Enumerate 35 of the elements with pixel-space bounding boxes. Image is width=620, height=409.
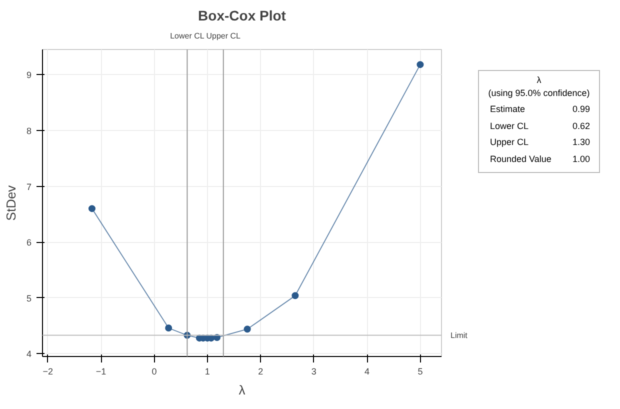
y-tick-label: 5 [26, 293, 32, 304]
text: Estimate [489, 102, 526, 116]
text: (using 95.0% confidence) [487, 86, 591, 100]
x-tick-label: −1 [96, 366, 106, 376]
x-tick-label: 4 [364, 366, 370, 376]
ref-line-label: Upper CL [206, 32, 242, 40]
point [244, 326, 251, 333]
ref-line-label: Lower CL [170, 32, 205, 40]
text: Lower CL [489, 120, 530, 133]
y-tick-label: 8 [26, 126, 32, 136]
x-tick-label: 3 [311, 366, 316, 376]
text: 1.30 [571, 136, 591, 150]
text: Rounded Value [489, 153, 552, 166]
x-axis-title: λ [238, 382, 246, 398]
text: 0.62 [571, 120, 591, 133]
x-tick-label: −2 [42, 366, 53, 376]
text: 1.00 [571, 153, 591, 166]
text: λ [536, 74, 542, 87]
x-tick-label: 0 [152, 366, 157, 376]
y-axis-title: StDev [3, 184, 18, 221]
x-tick-label: 1 [204, 366, 210, 376]
ref-line-label: Limit [450, 330, 468, 340]
y-tick-label: 9 [26, 70, 32, 80]
point [292, 292, 299, 300]
point [416, 61, 424, 68]
x-tick-label: 2 [258, 366, 264, 376]
x-tick-label: 5 [418, 366, 423, 376]
y-tick-label: 4 [26, 349, 32, 360]
text: 0.99 [571, 102, 591, 116]
y-tick-label: 7 [26, 182, 32, 192]
chart-title: Box-Cox Plot [198, 8, 286, 24]
y-tick-label: 6 [26, 238, 32, 248]
point [88, 205, 96, 212]
point [165, 324, 172, 332]
text: Upper CL [489, 136, 530, 150]
